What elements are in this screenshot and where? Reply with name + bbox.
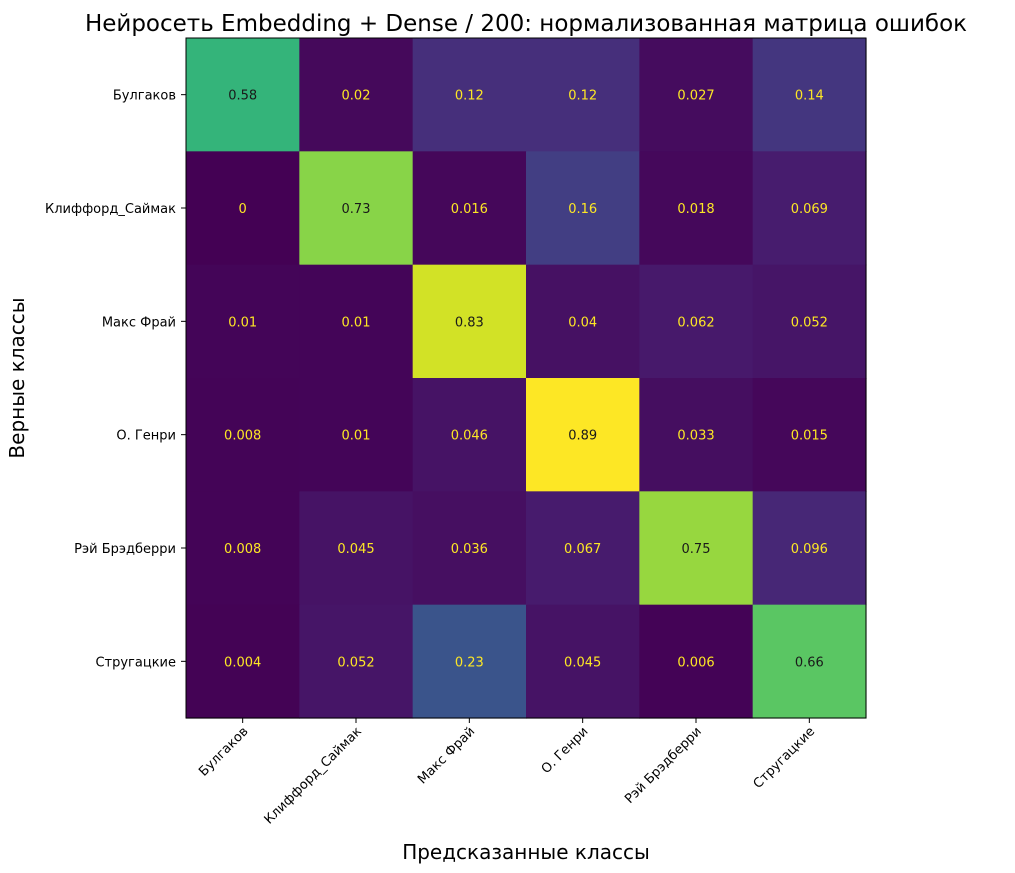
- heatmap-cell: [186, 151, 300, 266]
- cell-value-label: 0.096: [791, 542, 828, 557]
- heatmap-cell: [639, 151, 754, 266]
- cell-value-label: 0.66: [795, 655, 824, 670]
- cell-value-label: 0.12: [568, 89, 597, 104]
- heatmap-cell: [639, 264, 754, 379]
- heatmap-cell: [412, 378, 527, 492]
- heatmap-cell: [299, 378, 414, 492]
- cell-value-label: 0: [239, 202, 247, 217]
- cell-value-label: 0.052: [791, 315, 828, 330]
- plot-frame: [185, 37, 867, 719]
- heatmap-cell: [412, 38, 527, 152]
- cell-value-label: 0.008: [224, 429, 261, 444]
- cell-value-label: 0.75: [682, 542, 711, 557]
- cell-value-label: 0.01: [228, 315, 257, 330]
- x-axis-label: Предсказанные классы: [402, 840, 650, 864]
- heatmap-cell: [526, 604, 640, 719]
- heatmap-cell: [639, 491, 754, 606]
- cell-value-label: 0.045: [337, 542, 374, 557]
- cell-value-label: 0.16: [568, 202, 597, 217]
- cell-value-label: 0.006: [677, 655, 714, 670]
- heatmap-cell: [299, 604, 414, 719]
- cell-value-label: 0.23: [455, 655, 484, 670]
- heatmap-cell: [299, 38, 414, 152]
- heatmap-cells: [186, 38, 867, 719]
- x-tick-label: Клиффорд_Саймак: [262, 724, 365, 827]
- x-axis-ticks: Булгаков Клиффорд_Саймак Макс Фрай О. Генри…: [196, 718, 818, 827]
- y-tick-label: Макс Фрай: [102, 315, 176, 330]
- heatmap-cell: [186, 604, 300, 719]
- cell-value-label: 0.067: [564, 542, 601, 557]
- cell-value-label: 0.004: [224, 655, 261, 670]
- heatmap-cell: [526, 264, 640, 379]
- heatmap-cell: [752, 491, 867, 606]
- x-tick-label: Стругацкие: [751, 724, 819, 792]
- cell-value-label: 0.008: [224, 542, 261, 557]
- heatmap-cell: [639, 604, 754, 719]
- cell-value-label: 0.018: [677, 202, 714, 217]
- heatmap-cell: [752, 264, 867, 379]
- y-tick-label: О. Генри: [116, 429, 176, 444]
- x-tick-label: Булгаков: [196, 724, 251, 779]
- cell-value-label: 0.069: [791, 202, 828, 217]
- y-tick-label: Клиффорд_Саймак: [45, 202, 176, 217]
- cell-value-label: 0.89: [568, 429, 597, 444]
- heatmap-cell: [412, 491, 527, 606]
- cell-value-label: 0.033: [677, 429, 714, 444]
- heatmap-cell: [752, 378, 867, 492]
- cell-value-label: 0.14: [795, 89, 824, 104]
- cell-value-label: 0.027: [677, 89, 714, 104]
- heatmap-cell: [186, 491, 300, 606]
- y-tick-label: Булгаков: [113, 89, 176, 104]
- y-axis-label: Верные классы: [5, 297, 29, 458]
- cell-value-label: 0.015: [791, 429, 828, 444]
- cell-value-label: 0.046: [451, 429, 488, 444]
- heatmap-cell: [299, 151, 414, 266]
- cell-value-label: 0.016: [451, 202, 488, 217]
- heatmap-cell: [639, 38, 754, 152]
- heatmap-cell: [526, 378, 640, 492]
- heatmap-cell: [186, 264, 300, 379]
- chart-title: Нейросеть Embedding + Dense / 200: норма…: [85, 11, 967, 37]
- y-tick-label: Стругацкие: [95, 655, 176, 670]
- cell-value-label: 0.045: [564, 655, 601, 670]
- heatmap-cell: [186, 378, 300, 492]
- heatmap-cell: [186, 38, 300, 152]
- heatmap-cell-labels: 0.58 0.02 0.12 0.12 0.027 0.14 0 0.73 0.016 0.16 0…: [224, 89, 828, 671]
- heatmap-cell: [299, 264, 414, 379]
- y-axis-ticks: Булгаков Клиффорд_Саймак Макс Фрай О. Генри…: [45, 89, 186, 670]
- heatmap-cell: [412, 264, 527, 379]
- cell-value-label: 0.036: [451, 542, 488, 557]
- cell-value-label: 0.062: [677, 315, 714, 330]
- x-tick-label: О. Генри: [539, 724, 592, 777]
- heatmap-cell: [526, 151, 640, 266]
- heatmap-cell: [752, 151, 867, 266]
- x-tick-label: Рэй Брэдберри: [622, 724, 705, 807]
- cell-value-label: 0.04: [568, 315, 597, 330]
- heatmap-cell: [299, 491, 414, 606]
- cell-value-label: 0.58: [228, 89, 257, 104]
- heatmap-cell: [526, 491, 640, 606]
- x-tick-label: Макс Фрай: [415, 724, 478, 787]
- heatmap-cell: [639, 378, 754, 492]
- heatmap-cell: [412, 151, 527, 266]
- heatmap-cell: [752, 604, 867, 719]
- cell-value-label: 0.01: [342, 429, 371, 444]
- heatmap-cell: [526, 38, 640, 152]
- cell-value-label: 0.02: [342, 89, 371, 104]
- cell-value-label: 0.83: [455, 315, 484, 330]
- cell-value-label: 0.01: [342, 315, 371, 330]
- heatmap-cell: [412, 604, 527, 719]
- cell-value-label: 0.12: [455, 89, 484, 104]
- heatmap-cell: [752, 38, 867, 152]
- cell-value-label: 0.73: [342, 202, 371, 217]
- y-tick-label: Рэй Брэдберри: [74, 542, 176, 557]
- cell-value-label: 0.052: [337, 655, 374, 670]
